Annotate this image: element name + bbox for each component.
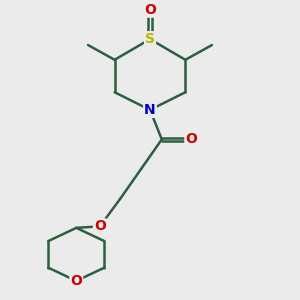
Text: O: O bbox=[144, 3, 156, 17]
Text: O: O bbox=[94, 219, 106, 233]
Text: O: O bbox=[185, 132, 197, 146]
Text: O: O bbox=[70, 274, 82, 288]
Text: N: N bbox=[144, 103, 156, 117]
Text: S: S bbox=[145, 32, 155, 46]
